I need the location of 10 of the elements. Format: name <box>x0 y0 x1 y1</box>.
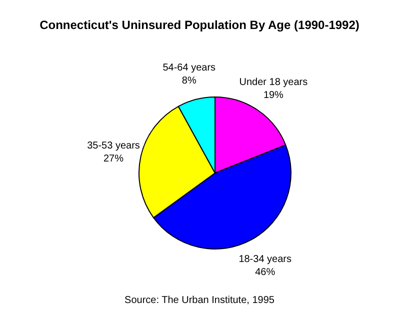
data-label: 8% <box>182 75 196 86</box>
slice-label: 35-53 years <box>87 140 140 152</box>
slice-label: Under 18 years <box>239 76 308 88</box>
data-label: 19% <box>263 90 284 101</box>
source-note: Source: The Urban Institute, 1995 <box>124 295 276 306</box>
slice-label: 54-64 years <box>162 62 216 74</box>
chart-title: Connecticut's Uninsured Population By Age (1990-1992) <box>38 18 360 32</box>
data-label: 27% <box>103 153 124 164</box>
slice-label: 18-34 years <box>238 254 292 266</box>
data-label: 46% <box>255 267 276 278</box>
